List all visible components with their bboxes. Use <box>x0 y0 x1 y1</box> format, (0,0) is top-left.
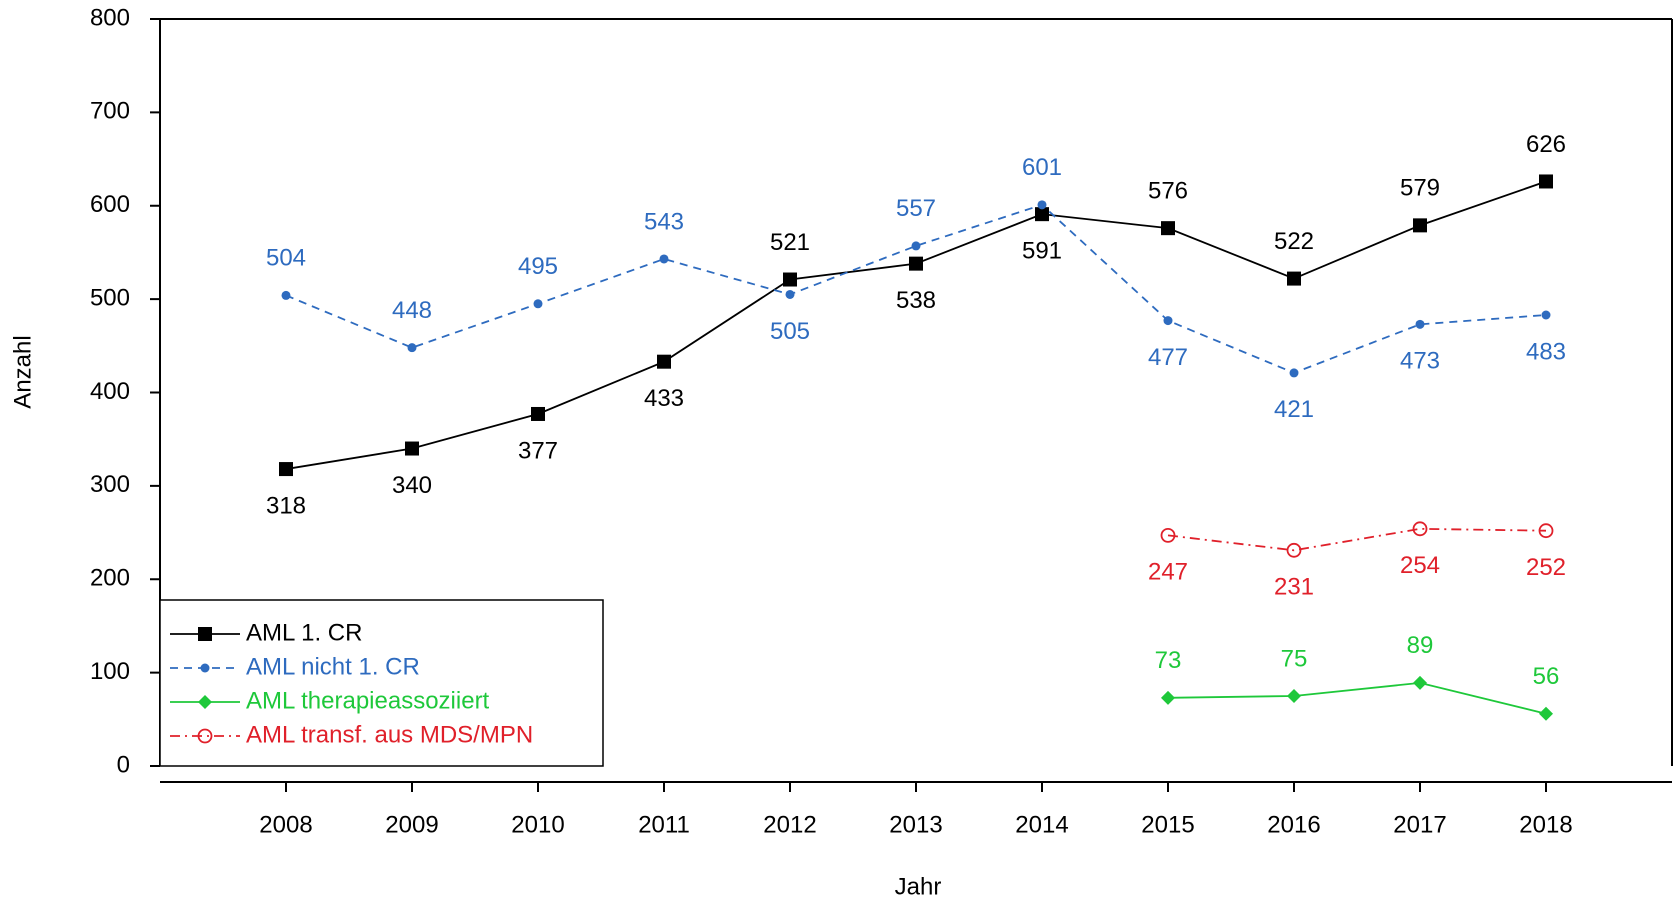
legend-box <box>159 599 604 767</box>
data-label: 505 <box>770 318 810 345</box>
y-tick-label: 700 <box>90 98 130 125</box>
x-tick-label: 2011 <box>638 811 690 838</box>
data-label: 433 <box>644 385 684 412</box>
data-point <box>1287 271 1301 286</box>
data-point <box>1035 207 1049 222</box>
data-point <box>1037 200 1047 210</box>
data-label: 504 <box>266 245 306 272</box>
data-point <box>1286 542 1302 558</box>
data-point <box>657 354 671 369</box>
data-label: 340 <box>392 472 432 499</box>
data-point <box>1541 310 1551 320</box>
data-label: 73 <box>1155 647 1182 674</box>
series-line <box>1167 681 1547 715</box>
x-tick-label: 2014 <box>1015 811 1068 838</box>
data-point <box>531 406 545 421</box>
x-tick-label: 2018 <box>1519 811 1572 838</box>
x-tick-label: 2013 <box>889 811 942 838</box>
x-tick-label: 2008 <box>259 811 312 838</box>
y-tick-label: 400 <box>90 378 130 405</box>
x-tick-label: 2016 <box>1267 811 1320 838</box>
y-tick-label: 800 <box>90 4 130 31</box>
data-label: 254 <box>1400 552 1440 579</box>
data-point <box>533 299 543 309</box>
data-label: 543 <box>644 208 684 235</box>
legend-marker <box>200 663 210 673</box>
x-tick-label: 2015 <box>1141 811 1194 838</box>
data-label: 591 <box>1022 237 1062 264</box>
data-label: 477 <box>1148 344 1188 371</box>
data-point <box>1163 316 1173 326</box>
data-point <box>281 290 291 300</box>
y-tick-label: 300 <box>90 471 130 498</box>
data-label: 483 <box>1526 338 1566 365</box>
data-point <box>1160 527 1176 543</box>
data-label: 421 <box>1274 396 1314 423</box>
data-label: 318 <box>266 492 306 519</box>
y-tick-label: 200 <box>90 565 130 592</box>
data-label: 231 <box>1274 574 1314 601</box>
x-tick-label: 2009 <box>385 811 438 838</box>
data-point <box>405 441 419 456</box>
data-label: 56 <box>1533 663 1560 690</box>
data-label: 579 <box>1400 175 1440 202</box>
data-point <box>1161 221 1175 236</box>
legend-marker <box>198 695 212 709</box>
data-label: 522 <box>1274 228 1314 255</box>
data-label: 448 <box>392 297 432 324</box>
data-point <box>659 254 669 264</box>
data-label: 495 <box>518 253 558 280</box>
data-point <box>911 241 921 251</box>
data-point <box>407 343 417 353</box>
y-tick-label: 500 <box>90 284 130 311</box>
legend-marker <box>198 627 212 641</box>
data-label: 377 <box>518 437 558 464</box>
legend-marker <box>197 728 213 744</box>
y-tick-label: 0 <box>117 751 130 778</box>
series-line <box>1167 527 1547 552</box>
data-point <box>785 289 795 299</box>
y-tick-label: 600 <box>90 191 130 218</box>
legend-label: AML transf. aus MDS/MPN <box>246 721 533 748</box>
data-label: 626 <box>1526 131 1566 158</box>
data-point <box>1539 174 1553 189</box>
data-label: 601 <box>1022 154 1062 181</box>
data-point <box>1289 368 1299 378</box>
y-tick-label: 100 <box>90 658 130 685</box>
data-point <box>909 256 923 271</box>
x-tick-label: 2010 <box>511 811 564 838</box>
data-label: 538 <box>896 287 936 314</box>
data-label: 576 <box>1148 178 1188 205</box>
data-label: 89 <box>1407 632 1434 659</box>
data-label: 521 <box>770 229 810 256</box>
legend-label: AML therapieassoziiert <box>246 687 490 714</box>
data-point <box>1415 319 1425 329</box>
data-point <box>1412 521 1428 537</box>
data-point <box>783 272 797 287</box>
x-tick-label: 2012 <box>763 811 816 838</box>
x-axis-label: Jahr <box>895 873 942 900</box>
data-point <box>1287 688 1301 703</box>
legend-label: AML 1. CR <box>246 619 362 646</box>
data-label: 247 <box>1148 559 1188 586</box>
data-label: 75 <box>1281 645 1308 672</box>
data-label: 473 <box>1400 348 1440 375</box>
data-point <box>1413 675 1427 690</box>
y-axis-label: Anzahl <box>9 335 36 408</box>
x-tick-label: 2017 <box>1393 811 1446 838</box>
data-point <box>1413 218 1427 233</box>
legend-label: AML nicht 1. CR <box>246 653 420 680</box>
data-label: 557 <box>896 195 936 222</box>
data-point <box>1538 523 1554 539</box>
data-label: 252 <box>1526 554 1566 581</box>
data-point <box>1539 706 1553 721</box>
data-point <box>279 462 293 477</box>
data-point <box>1161 690 1175 705</box>
series-line <box>285 203 1547 374</box>
